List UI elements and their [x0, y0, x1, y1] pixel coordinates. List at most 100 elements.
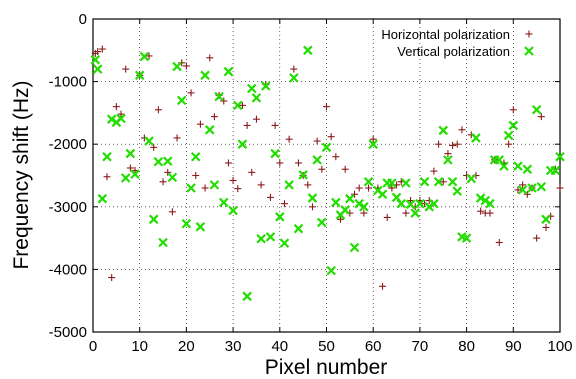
x-tick-label: 30: [225, 338, 242, 355]
data-point-vertical: [312, 155, 322, 165]
data-point-vertical: [289, 73, 299, 83]
data-point-vertical: [251, 93, 262, 103]
data-point-horizontal: [327, 133, 335, 141]
data-point-vertical: [265, 232, 276, 242]
data-point-vertical: [377, 189, 388, 200]
data-point-vertical: [139, 51, 150, 62]
data-point-horizontal: [252, 115, 260, 123]
data-point-horizontal: [509, 106, 517, 114]
data-point-vertical: [527, 183, 537, 193]
y-tick-label: -5000: [49, 324, 87, 341]
y-tick-label: 0: [79, 11, 87, 28]
data-point-horizontal: [159, 178, 167, 186]
data-point-horizontal: [355, 184, 363, 192]
x-tick-label: 0: [89, 338, 97, 355]
grid-lines: [93, 19, 560, 332]
data-point-horizontal: [145, 52, 153, 60]
x-tick-label: 10: [131, 338, 148, 355]
data-point-vertical: [125, 148, 136, 159]
data-point-horizontal: [108, 274, 116, 282]
x-axis-title: Pixel number: [265, 356, 388, 379]
y-tick-label: -2000: [49, 136, 87, 153]
data-point-vertical: [363, 176, 374, 187]
x-tick-label: 90: [505, 338, 522, 355]
data-point-vertical: [485, 198, 495, 209]
data-point-horizontal: [192, 172, 200, 179]
data-point-horizontal: [533, 234, 541, 242]
data-point-vertical: [181, 218, 192, 229]
data-point-vertical: [195, 222, 206, 232]
data-point-horizontal: [304, 181, 312, 189]
data-point-vertical: [522, 164, 533, 175]
data-point-horizontal: [285, 135, 293, 143]
data-point-horizontal: [103, 173, 111, 181]
data-point-vertical: [447, 176, 458, 187]
data-point-horizontal: [276, 159, 284, 167]
legend-marker-vertical-glyph: [524, 46, 534, 56]
data-point-vertical: [475, 193, 486, 203]
data-point-vertical: [298, 170, 308, 180]
data-point-vertical: [345, 193, 355, 204]
data-point-horizontal: [187, 89, 195, 97]
data-point-vertical: [391, 192, 402, 203]
data-point-vertical: [232, 100, 243, 111]
data-point-horizontal: [458, 126, 466, 134]
x-tick-label: 60: [365, 338, 382, 355]
data-point-vertical: [228, 205, 238, 216]
data-point-horizontal: [271, 121, 279, 129]
data-point-horizontal: [505, 140, 513, 148]
data-point-horizontal: [365, 184, 373, 192]
data-point-horizontal: [430, 167, 438, 175]
data-point-vertical: [438, 125, 449, 136]
data-point-vertical: [223, 66, 234, 77]
data-point-horizontal: [266, 193, 274, 201]
legend-marker-horizontal-glyph: [525, 30, 533, 38]
data-point-vertical: [531, 104, 542, 115]
data-point-horizontal: [182, 62, 190, 70]
data-point-vertical: [167, 172, 178, 183]
data-point-horizontal: [94, 48, 102, 56]
data-point-vertical: [415, 198, 425, 209]
data-point-vertical: [517, 185, 528, 195]
data-point-vertical: [410, 208, 421, 218]
data-point-vertical: [120, 173, 131, 183]
data-point-vertical: [102, 151, 112, 162]
data-point-vertical: [326, 265, 336, 276]
x-tick-label: 100: [547, 338, 572, 355]
data-point-horizontal: [243, 121, 251, 129]
data-point-horizontal: [351, 190, 359, 198]
data-point-vertical: [508, 120, 519, 131]
data-point-vertical: [200, 70, 210, 81]
data-point-horizontal: [150, 143, 158, 151]
data-point-horizontal: [439, 178, 447, 186]
data-point-vertical: [368, 139, 378, 149]
data-point-horizontal: [514, 186, 522, 194]
data-point-horizontal: [313, 137, 321, 145]
data-point-horizontal: [495, 238, 503, 246]
data-point-vertical: [555, 151, 565, 162]
data-point-horizontal: [519, 181, 527, 189]
data-point-horizontal: [435, 140, 443, 148]
data-point-horizontal: [224, 159, 232, 167]
legend: Horizontal polarization Vertical polariz…: [381, 27, 534, 59]
x-tick-label: 40: [271, 338, 288, 355]
data-point-vertical: [256, 233, 266, 244]
data-point-vertical: [209, 180, 220, 190]
y-axis-title: Frequency shift (Hz): [10, 80, 33, 269]
data-point-horizontal: [537, 113, 545, 121]
data-point-vertical: [275, 212, 285, 222]
y-tick-label: -4000: [49, 261, 87, 278]
data-point-vertical: [162, 156, 173, 166]
data-point-horizontal: [379, 282, 387, 290]
x-tick-label: 80: [458, 338, 475, 355]
data-point-vertical: [303, 45, 313, 56]
data-point-vertical: [536, 181, 547, 192]
data-point-vertical: [92, 64, 103, 74]
data-point-vertical: [471, 133, 481, 143]
data-point-vertical: [237, 139, 248, 149]
data-point-horizontal: [486, 209, 494, 217]
legend-label-horizontal: Horizontal polarization: [381, 27, 510, 42]
data-point-vertical: [270, 148, 280, 159]
data-point-vertical: [429, 198, 439, 209]
data-point-horizontal: [294, 159, 302, 167]
